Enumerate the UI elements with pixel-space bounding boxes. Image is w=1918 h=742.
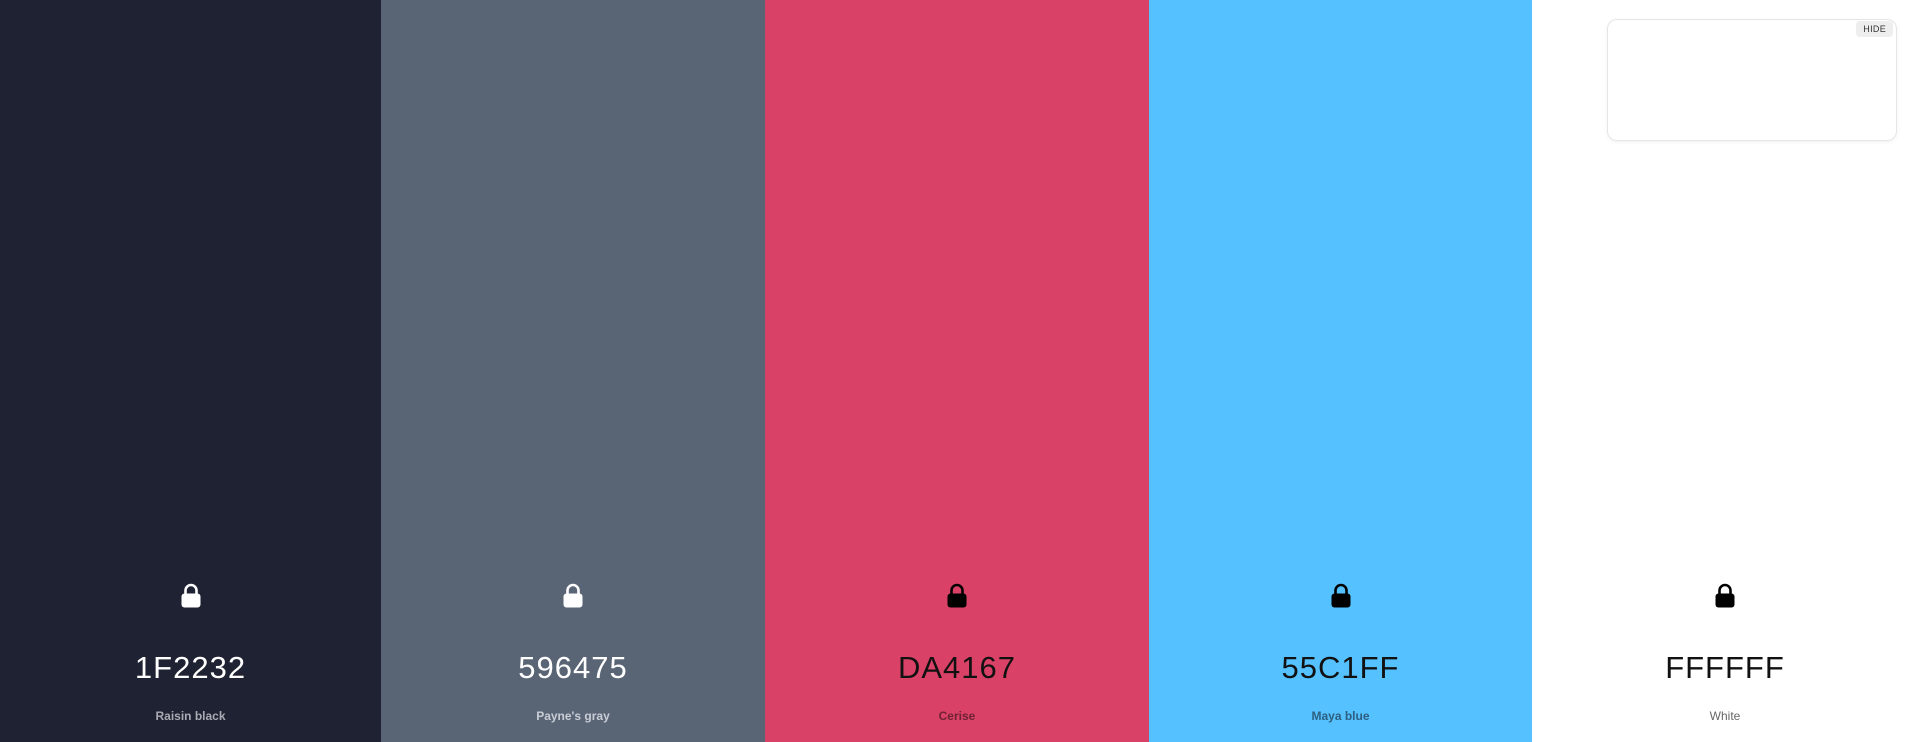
swatch-1[interactable]: 1F2232 Raisin black bbox=[0, 0, 381, 742]
swatch-color-name: Maya blue bbox=[1311, 709, 1370, 723]
swatch-2[interactable]: 596475 Payne's gray bbox=[381, 0, 765, 742]
swatch-hex-code[interactable]: DA4167 bbox=[897, 650, 1017, 685]
swatch-4[interactable]: 55C1FF Maya blue bbox=[1149, 0, 1532, 742]
swatch-color-name: Raisin black bbox=[155, 709, 226, 723]
lock-icon[interactable] bbox=[945, 583, 969, 609]
lock-icon[interactable] bbox=[561, 583, 585, 609]
swatch-color-name: Payne's gray bbox=[536, 709, 610, 723]
swatch-hex-code[interactable]: 55C1FF bbox=[1281, 650, 1400, 685]
hide-button[interactable]: HIDE bbox=[1856, 21, 1893, 37]
lock-icon[interactable] bbox=[179, 583, 203, 609]
swatch-color-name: Cerise bbox=[938, 709, 976, 723]
swatch-hex-code[interactable]: FFFFFF bbox=[1665, 650, 1785, 685]
lock-icon[interactable] bbox=[1329, 583, 1353, 609]
preview-panel: HIDE bbox=[1607, 19, 1897, 141]
swatch-hex-code[interactable]: 596475 bbox=[518, 650, 628, 685]
swatch-color-name: White bbox=[1709, 709, 1741, 723]
swatch-hex-code[interactable]: 1F2232 bbox=[134, 650, 247, 685]
swatch-3[interactable]: DA4167 Cerise bbox=[765, 0, 1149, 742]
lock-icon[interactable] bbox=[1713, 583, 1737, 609]
